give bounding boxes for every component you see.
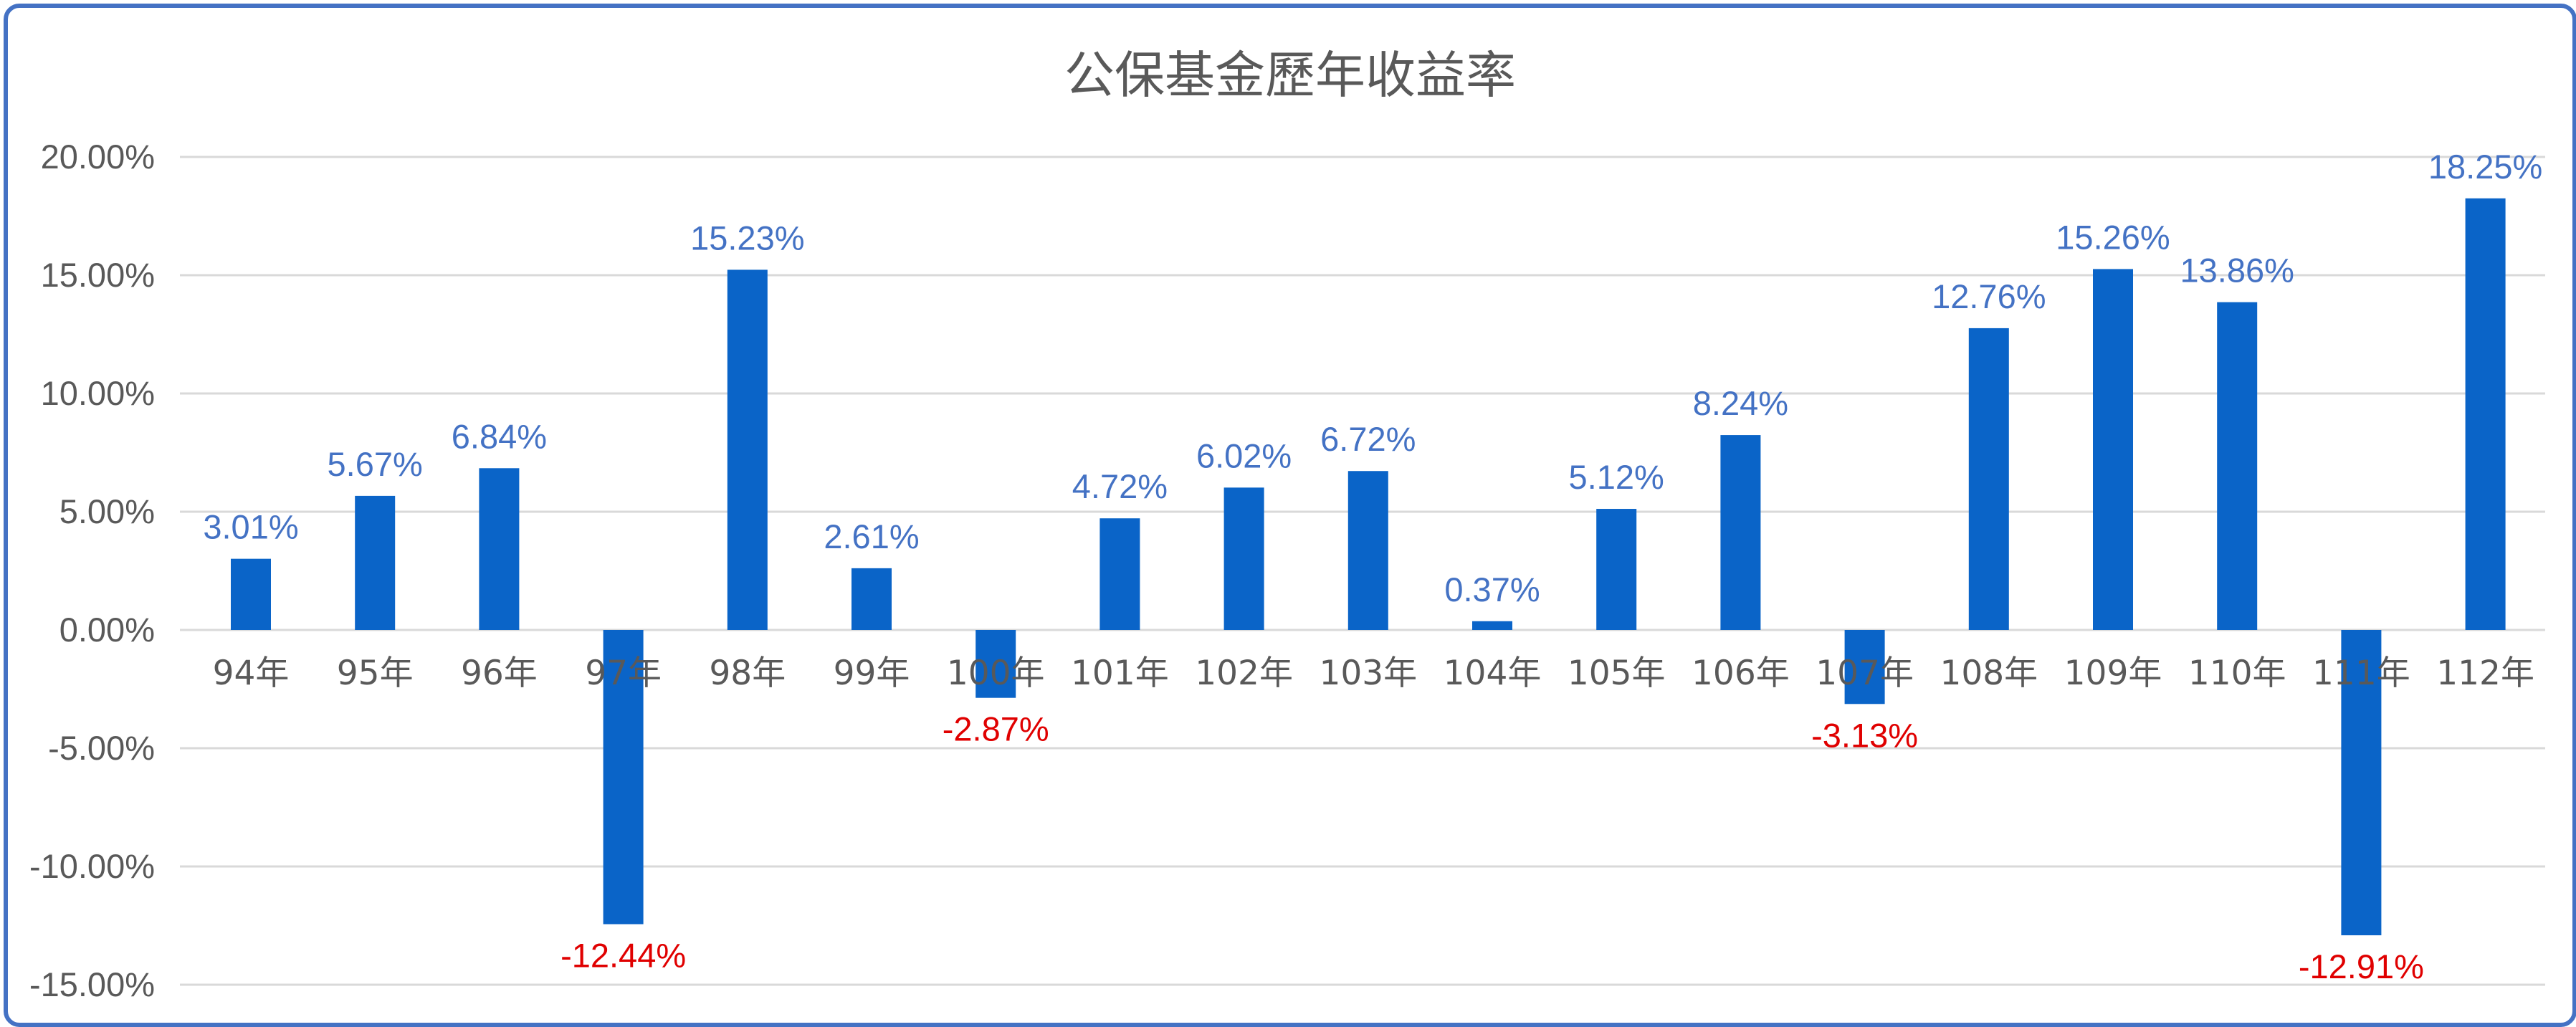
y-tick-label: -15.00% bbox=[29, 965, 155, 1003]
data-label: 5.12% bbox=[1569, 458, 1664, 496]
bar-97年 bbox=[603, 630, 644, 925]
y-tick-label: -5.00% bbox=[48, 729, 155, 767]
data-label: 6.84% bbox=[452, 417, 547, 455]
x-tick-label: 99年 bbox=[834, 654, 910, 693]
data-label: 3.01% bbox=[203, 508, 298, 546]
x-tick-label: 108年 bbox=[1940, 654, 2038, 693]
bar-110年 bbox=[2217, 302, 2258, 630]
x-tick-label: 101年 bbox=[1071, 654, 1169, 693]
bar-96年 bbox=[479, 468, 520, 630]
bar-106年 bbox=[1720, 435, 1761, 630]
bar-112年 bbox=[2465, 198, 2506, 630]
data-label: 6.72% bbox=[1320, 420, 1416, 458]
y-tick-label: 20.00% bbox=[41, 138, 155, 176]
data-label: 15.26% bbox=[2056, 218, 2170, 256]
x-tick-label: 111年 bbox=[2312, 654, 2410, 693]
x-tick-label: 95年 bbox=[337, 654, 414, 693]
y-tick-label: -10.00% bbox=[29, 847, 155, 885]
x-tick-label: 107年 bbox=[1816, 654, 1914, 693]
y-tick-label: 10.00% bbox=[41, 374, 155, 412]
bar-108年 bbox=[1968, 328, 2009, 630]
bar-101年 bbox=[1099, 518, 1140, 630]
x-tick-label: 94年 bbox=[213, 654, 290, 693]
x-tick-label: 96年 bbox=[461, 654, 538, 693]
data-label: 0.37% bbox=[1444, 570, 1540, 608]
x-tick-label: 112年 bbox=[2436, 654, 2534, 693]
chart-title: 公保基金歷年收益率 bbox=[1064, 46, 1516, 105]
data-label: 5.67% bbox=[328, 445, 423, 483]
bar-107年 bbox=[1844, 630, 1885, 704]
bar-102年 bbox=[1223, 487, 1264, 630]
x-tick-label: 104年 bbox=[1444, 654, 1542, 693]
bar-100年 bbox=[975, 630, 1016, 698]
data-label: -12.91% bbox=[2299, 947, 2424, 985]
bar-111年 bbox=[2341, 630, 2382, 936]
data-label: 6.02% bbox=[1196, 436, 1292, 474]
data-label: 12.76% bbox=[1932, 277, 2046, 315]
x-tick-label: 106年 bbox=[1692, 654, 1790, 693]
data-label: 18.25% bbox=[2428, 148, 2542, 186]
bar-103年 bbox=[1347, 471, 1388, 630]
data-label: 15.23% bbox=[690, 219, 804, 257]
bar-95年 bbox=[355, 495, 396, 630]
bar-104年 bbox=[1472, 621, 1512, 630]
y-tick-label: 15.00% bbox=[41, 256, 155, 294]
bar-99年 bbox=[851, 568, 892, 630]
data-label: -2.87% bbox=[943, 710, 1049, 748]
x-tick-label: 97年 bbox=[585, 654, 662, 693]
x-tick-label: 110年 bbox=[2188, 654, 2286, 693]
bar-94年 bbox=[231, 558, 271, 630]
data-label: 13.86% bbox=[2180, 252, 2294, 290]
bar-chart: 公保基金歷年收益率 20.00% 15.00% 10.00% 5.00% 0.00% -5… bbox=[29, 46, 2545, 1003]
data-label: 4.72% bbox=[1072, 467, 1168, 505]
chart-frame: 公保基金歷年收益率 20.00% 15.00% 10.00% 5.00% 0.00% -5… bbox=[4, 4, 2576, 1027]
x-tick-label: 102年 bbox=[1195, 654, 1293, 693]
x-tick-label: 105年 bbox=[1568, 654, 1666, 693]
bar-105年 bbox=[1596, 509, 1637, 630]
y-tick-label: 0.00% bbox=[59, 611, 155, 649]
x-tick-label: 103年 bbox=[1319, 654, 1417, 693]
data-label: 2.61% bbox=[824, 517, 919, 555]
x-tick-label: 100年 bbox=[947, 654, 1045, 693]
x-tick-label: 98年 bbox=[709, 654, 786, 693]
bar-98年 bbox=[727, 269, 768, 630]
data-label: -3.13% bbox=[1811, 716, 1918, 754]
bar-109年 bbox=[2093, 269, 2133, 630]
data-label: -12.44% bbox=[560, 937, 686, 975]
data-label: 8.24% bbox=[1693, 384, 1788, 422]
x-tick-label: 109年 bbox=[2064, 654, 2162, 693]
y-tick-label: 5.00% bbox=[59, 492, 155, 530]
